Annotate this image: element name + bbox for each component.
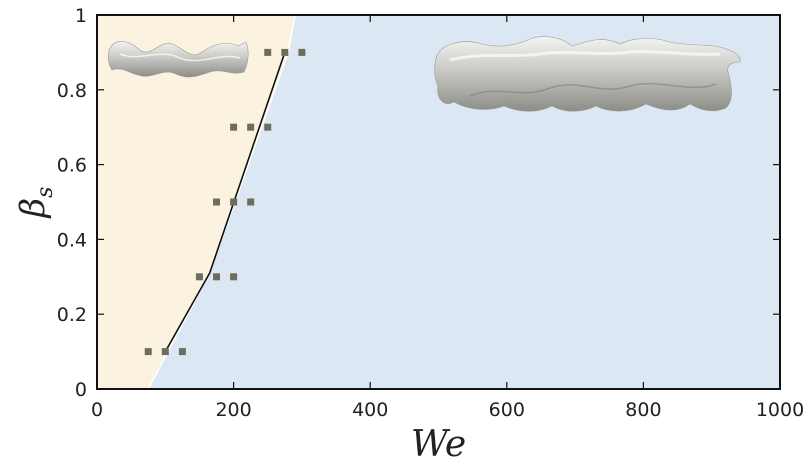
ticks: 0 200 400 600 800 1000 0 0.2 0.4 0.6 0.8 1 bbox=[57, 5, 804, 421]
x-axis-label: We bbox=[411, 424, 466, 462]
data-point bbox=[264, 48, 272, 56]
boundary-line bbox=[164, 52, 286, 352]
y-tick-label: 0 bbox=[75, 379, 87, 401]
data-point bbox=[281, 48, 289, 56]
data-point bbox=[213, 198, 221, 206]
x-tick-label: 0 bbox=[91, 399, 103, 421]
x-tick-label: 200 bbox=[215, 399, 251, 421]
inset-small-highlight bbox=[119, 53, 241, 62]
x-tick-label: 800 bbox=[625, 399, 661, 421]
data-point bbox=[144, 348, 152, 356]
region-edge bbox=[147, 14, 296, 390]
data-markers bbox=[144, 48, 306, 356]
x-tick-label: 600 bbox=[489, 399, 525, 421]
inset-large-shadow bbox=[469, 82, 717, 97]
inset-large-highlight bbox=[449, 50, 721, 62]
y-tick-label: 0.2 bbox=[57, 304, 87, 326]
y-tick-label: 0.4 bbox=[57, 229, 87, 251]
y-tick-label: 1 bbox=[75, 5, 87, 27]
data-point bbox=[230, 198, 238, 206]
inset-small-shape bbox=[107, 40, 249, 78]
shape-insets bbox=[107, 36, 741, 112]
y-tick-label: 0.8 bbox=[57, 80, 87, 102]
data-point bbox=[264, 123, 272, 131]
y-tick-label: 0.6 bbox=[57, 155, 87, 177]
data-point bbox=[161, 348, 169, 356]
data-point bbox=[178, 348, 186, 356]
data-point bbox=[230, 273, 238, 281]
svg-text:βs: βs bbox=[13, 187, 58, 220]
inset-large-shape bbox=[434, 36, 741, 112]
data-point bbox=[298, 48, 306, 56]
data-point bbox=[247, 198, 255, 206]
y-axis-label: βs bbox=[13, 187, 58, 220]
data-point bbox=[213, 273, 221, 281]
data-point bbox=[230, 123, 238, 131]
x-tick-label: 1000 bbox=[756, 399, 804, 421]
data-point bbox=[247, 123, 255, 131]
region-left bbox=[97, 15, 296, 389]
data-point bbox=[195, 273, 203, 281]
x-tick-label: 400 bbox=[352, 399, 388, 421]
plot-frame bbox=[96, 14, 781, 390]
